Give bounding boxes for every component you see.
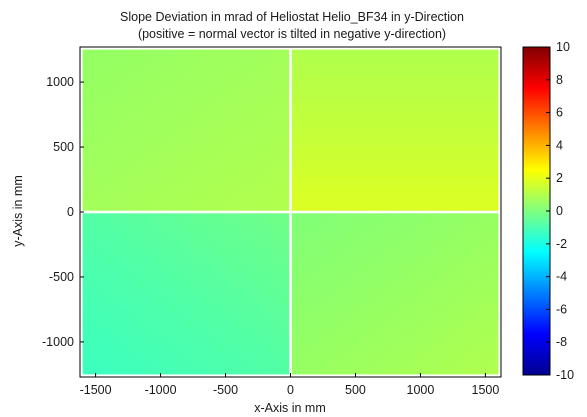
x-tick-label: 1000 (407, 383, 435, 397)
colorbar-tick-label: -2 (556, 237, 567, 251)
y-axis-ticks: 1000 500 0 -500 -1000 (42, 75, 84, 349)
x-tick-label: 500 (345, 383, 366, 397)
y-axis-label: y-Axis in mm (11, 175, 25, 247)
x-tick-label: -500 (213, 383, 238, 397)
colorbar-gradient (522, 46, 551, 376)
heatmap-facets (82, 49, 499, 375)
facet-lower-right (291, 213, 499, 375)
colorbar-tick-label: 4 (556, 138, 563, 152)
colorbar-tick-label: -6 (556, 302, 567, 316)
x-tick-label: 1500 (472, 383, 500, 397)
chart-subtitle: (positive = normal vector is tilted in n… (138, 27, 446, 41)
facet-lower-left (82, 213, 290, 375)
chart-title: Slope Deviation in mrad of Heliostat Hel… (120, 10, 464, 24)
colorbar-tick-label: 6 (556, 106, 563, 120)
colorbar: 10 8 6 4 2 0 -2 -4 -6 -8 -10 (522, 40, 574, 382)
y-tick-label: 0 (67, 205, 74, 219)
colorbar-tick-label: -10 (556, 368, 574, 382)
y-tick-label: 500 (53, 140, 74, 154)
colorbar-tick-label: -8 (556, 335, 567, 349)
y-tick-label: -500 (49, 270, 74, 284)
y-tick-label: -1000 (42, 335, 74, 349)
x-axis-ticks: -1500 -1000 -500 0 500 1000 1500 (80, 373, 500, 397)
x-axis-label: x-Axis in mm (254, 401, 326, 415)
x-tick-label: -1000 (145, 383, 177, 397)
colorbar-tick-label: 10 (556, 40, 570, 54)
colorbar-tick-label: 0 (556, 204, 563, 218)
x-tick-label: 0 (287, 383, 294, 397)
colorbar-tick-label: 2 (556, 171, 563, 185)
facet-upper-left (82, 49, 290, 211)
colorbar-tick-label: 8 (556, 73, 563, 87)
colorbar-tick-label: -4 (556, 270, 567, 284)
facet-upper-right (291, 49, 499, 211)
x-tick-label: -1500 (80, 383, 112, 397)
y-tick-label: 1000 (46, 75, 74, 89)
